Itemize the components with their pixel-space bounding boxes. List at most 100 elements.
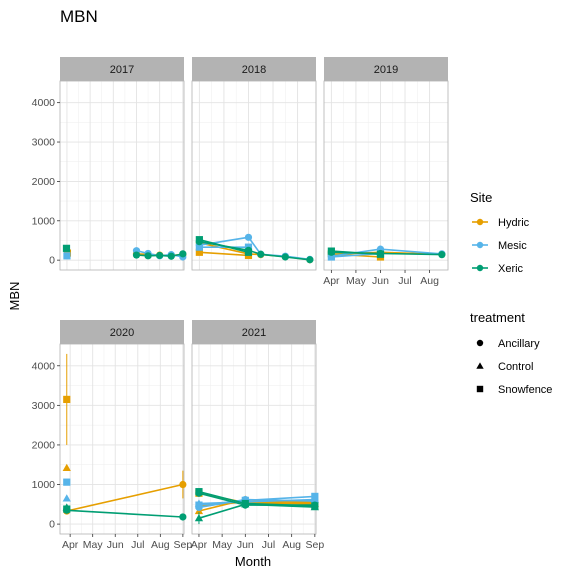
legend-treatment-items: Ancillary Control Snowfence [476,338,552,396]
data-point [244,246,253,254]
series-line [199,251,249,257]
panel-2019: 2019 Apr May Jun Jul Aug [323,57,449,287]
data-point [244,233,253,241]
data-point [241,500,250,508]
legend-treatment-snowfence: Snowfence [476,384,552,396]
legend-treatment-label: Control [498,361,533,373]
y-tick-label: 4000 [32,97,56,109]
series-xeric [327,247,446,259]
y-tick-label: 0 [49,519,55,531]
data-point [179,480,187,489]
panel-2018: 2018 [191,57,317,271]
data-point [63,506,71,514]
legend-site-mesic: Mesic [472,240,527,252]
data-point [156,251,164,260]
legend-key-shape [476,339,484,347]
panel-plot-area [60,81,184,270]
data-point [167,252,175,260]
panel-plot-area [60,344,184,534]
data-point [144,252,152,260]
series-xeric [62,503,187,521]
data-point [281,253,289,261]
data-point [376,249,385,258]
panel-strip-label: 2017 [110,64,134,76]
panel-plot-area [324,81,448,270]
series-line [66,483,184,512]
x-tick-label: Aug [420,275,439,287]
legend-site-label: Mesic [498,240,527,252]
data-point [132,251,141,259]
x-tick-label: Sep [174,539,193,551]
panel-border [191,343,317,535]
data-point [194,499,204,507]
data-point [63,252,71,260]
panel-strip-label: 2018 [242,64,266,76]
data-point [195,238,203,246]
y-tick-label: 0 [49,255,55,267]
data-point [438,251,446,259]
data-point [62,244,71,252]
y-tick-label: 2000 [32,176,56,188]
x-tick-label: Jul [262,539,275,551]
data-point [310,502,319,511]
panel-2017: 2017 0 1000 2000 3000 4000 [32,57,187,271]
x-tick-label: Jun [372,275,389,287]
legend-site-label: Hydric [498,217,530,229]
panel-strip-label: 2019 [374,64,398,76]
legend-key-point [476,241,484,249]
legend-site-items: Hydric Mesic Xeric [472,217,530,275]
legend-treatment-label: Snowfence [498,384,552,396]
series-line [66,509,183,518]
data-point [62,463,71,472]
data-point [63,478,71,486]
legend-key-point [476,218,484,226]
series-xeric [62,244,187,260]
x-tick-label: Sep [305,539,324,551]
panel-2020: 2020 0 1000 2000 3000 4000 Apr May Jun Jul Aug Sep [32,320,193,551]
panel-plot-area [192,81,316,270]
panel-strip [60,320,184,344]
panel-2021: 2021 Apr May Jun Jul Aug Sep [191,320,324,551]
y-tick-label: 3000 [32,400,56,412]
x-tick-label: Apr [191,539,208,551]
y-tick-label: 2000 [32,439,56,451]
legend-site-title: Site [470,190,492,205]
x-axis-title: Month [235,554,271,569]
panel-border [59,80,185,271]
legend-site-label: Xeric [498,263,524,275]
y-tick-label: 3000 [32,137,56,149]
y-tick-label: 1000 [32,479,56,491]
data-point [194,514,204,522]
data-point [195,489,203,497]
data-point [195,248,203,256]
legend-treatment-label: Ancillary [498,338,540,350]
data-point [179,513,187,521]
panels-layer: 2017 0 1000 2000 3000 4000 2018 2019 Apr May Jun Ju… [32,57,449,551]
x-tick-label: Jul [131,539,144,551]
legend-key-shape [476,362,484,369]
data-point [63,395,71,404]
x-tick-label: Apr [323,275,340,287]
series-xeric [194,488,319,525]
data-point [306,256,314,264]
data-point [62,494,71,502]
panel-strip-label: 2021 [242,327,266,339]
panel-border [59,343,185,535]
x-tick-label: May [212,539,233,551]
x-tick-label: May [346,275,367,287]
chart-title: MBN [60,7,98,26]
legend-site-xeric: Xeric [472,263,524,275]
series-xeric [195,236,314,264]
data-point [257,250,265,258]
panel-strip [324,57,448,81]
x-tick-label: Jun [237,539,254,551]
panel-strip [60,57,184,81]
legend-site-hydric: Hydric [472,217,530,229]
x-tick-label: Apr [62,539,79,551]
panel-border [191,80,317,271]
legend: Site Hydric Mesic Xeric treatment Ancillar… [470,190,552,396]
panel-strip [192,57,316,81]
y-tick-label: 1000 [32,215,56,227]
x-tick-label: Aug [282,539,301,551]
